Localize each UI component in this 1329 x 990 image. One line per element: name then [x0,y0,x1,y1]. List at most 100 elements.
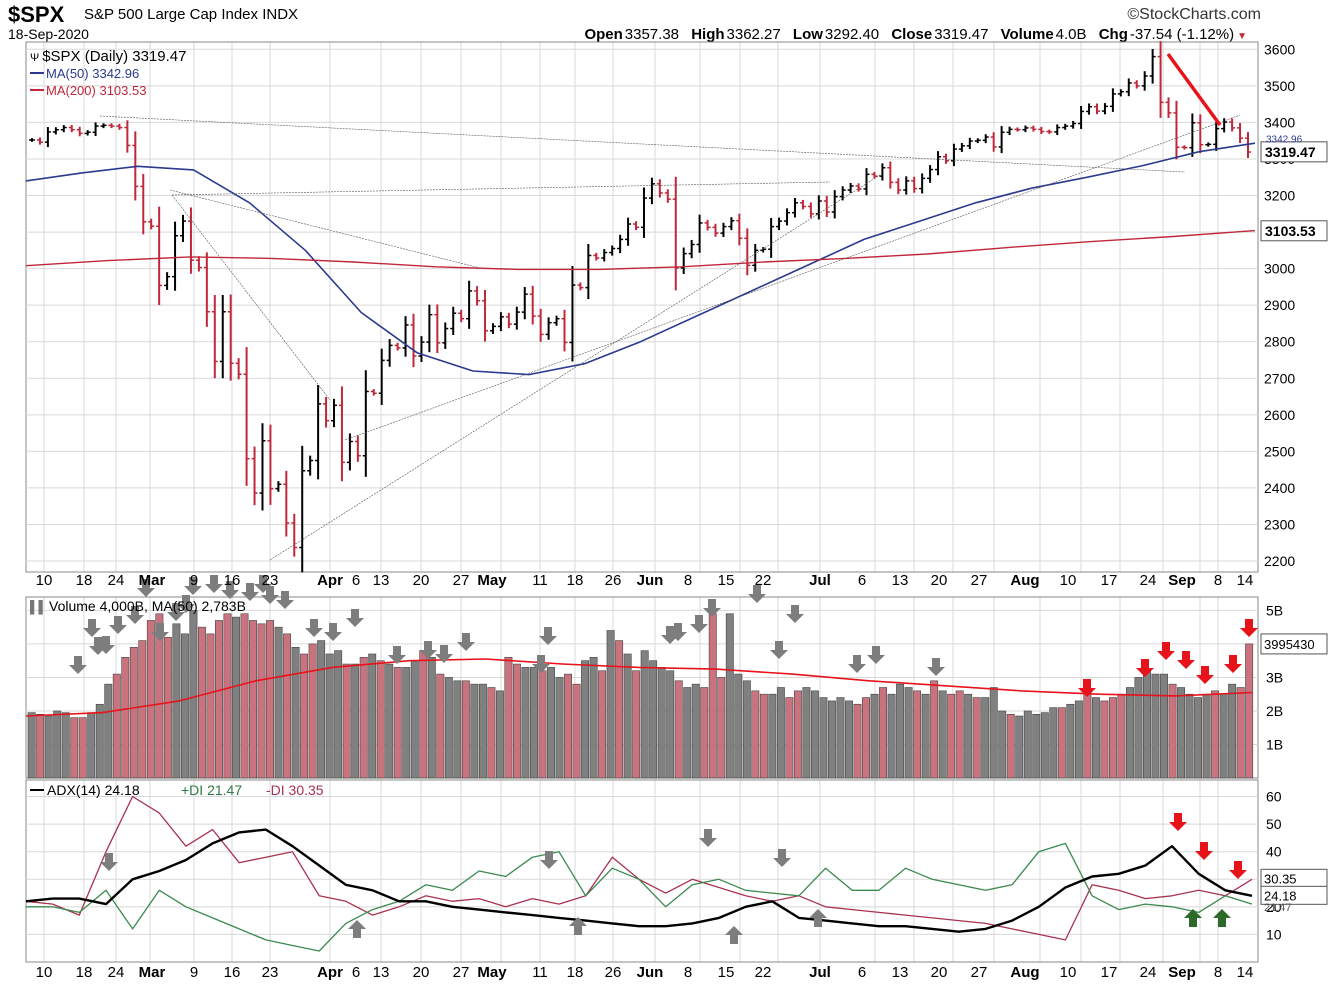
price-tick-label: 3200 [1264,188,1295,204]
gray-down-arrow [388,646,406,664]
trendline [171,181,831,196]
volume-bar [564,673,572,779]
gray-down-arrow [324,623,342,641]
x-tick-label: 6 [858,964,866,981]
volume-bar [1211,690,1220,779]
high-label: High [691,26,725,43]
volume-bar [657,667,666,779]
ohlc-readout: Open 3357.38 High 3362.27 Low 3292.40 Close… [576,26,1247,43]
volume-bar [887,693,896,779]
x-tick-label: Apr [317,964,343,981]
volume-bar [768,693,777,779]
price-tick-label: 3500 [1264,78,1295,94]
volume-bar [44,715,53,779]
red-down-arrow [1240,619,1258,637]
x-tick-label: Mar [139,572,166,589]
volume-bar [274,626,283,779]
volume-bar [121,657,130,779]
red-down-arrow [1177,651,1195,669]
volume-bar [240,613,249,779]
price-panel[interactable]: 2200230024002500260027002800290030003100… [25,41,1328,573]
adx-legend-text: ADX(14) 24.18 [47,782,140,798]
volume-bar [334,650,343,779]
x-tick-label: 6 [858,572,866,589]
gray-down-arrow [205,575,223,593]
volume-bar [802,687,811,779]
x-tick-label: 8 [1214,572,1222,589]
mdi-axis-tag: 30.35 [1264,871,1297,886]
volume-bar [512,663,521,779]
x-tick-label: 17 [1101,964,1118,981]
volume-bar [972,697,981,779]
open-value: 3357.38 [624,26,680,43]
volume-bar [53,710,62,779]
green-up-arrow [1184,909,1202,927]
gray-down-arrow [221,581,239,599]
volume-bar [351,663,360,779]
gray-down-arrow [848,655,866,673]
volume-bar [368,653,377,779]
gray-down-arrow [540,851,558,869]
x-tick-label: Sep [1168,572,1196,589]
x-tick-label: 13 [373,572,390,589]
volume-bar [300,653,309,779]
x-tick-label: Aug [1010,572,1039,589]
volume-bar [504,657,513,779]
volume-bar [785,697,794,779]
volume-bar [78,717,87,779]
volume-bar [683,687,692,779]
volume-bar [725,613,734,779]
gray-down-arrow [184,577,202,595]
volume-bar [845,700,853,779]
trendline [171,194,331,401]
x-tick-label: 24 [108,572,125,589]
x-tick-label: 18 [76,964,93,981]
volume-bar [836,697,845,779]
volume-bar [87,712,96,779]
gray-down-arrow [867,646,885,664]
volume-bar [1108,697,1117,779]
adx-tick-label: 60 [1266,789,1282,805]
volume-bar [1049,707,1058,779]
volume-bar [649,660,658,779]
volume-bar [1125,687,1134,779]
green-up-arrow [1213,909,1231,927]
price-tick-label: 2400 [1264,480,1295,496]
low-value: 3292.40 [824,26,880,43]
gray-down-arrow [109,616,127,634]
volume-bar [104,683,113,779]
gray-up-arrow [809,909,827,927]
volume-bar [402,667,411,779]
x-tick-label: 27 [453,964,470,981]
volume-bar [266,620,275,779]
volume-bar [189,610,198,779]
adx-axis-tag-box [1260,885,1328,905]
volume-tick-label: 1B [1266,736,1283,752]
x-tick-label: 6 [352,572,360,589]
close-axis-tag: 3319.47 [1265,144,1316,160]
volume-bar [129,646,138,779]
gray-down-arrow [532,655,550,673]
volume-value: 4.0B [1055,26,1087,43]
stockcharts-brand[interactable]: ©StockCharts.com [1127,6,1261,23]
red-down-arrow [1195,842,1213,860]
volume-bar [1100,700,1109,779]
volume-bar [138,640,147,779]
volume-bar [1083,690,1092,779]
adx-tick-label: 10 [1266,926,1282,942]
x-tick-label: 18 [567,572,584,589]
volume-panel[interactable]: 1B2B3B4B5B3995430 [25,575,1328,779]
volume-bar [308,643,317,779]
volume-bar [27,712,36,779]
volume-bar [734,673,743,779]
price-tick-label: 2500 [1264,443,1295,459]
gray-down-arrow [177,595,195,613]
volume-bar [444,677,453,779]
volume-bar [470,683,479,779]
symbol-title: $SPX [8,2,65,27]
volume-bar [896,683,905,779]
ma200-line [25,229,1256,271]
ma50-axis-tag: 3342.96 [1266,134,1303,145]
